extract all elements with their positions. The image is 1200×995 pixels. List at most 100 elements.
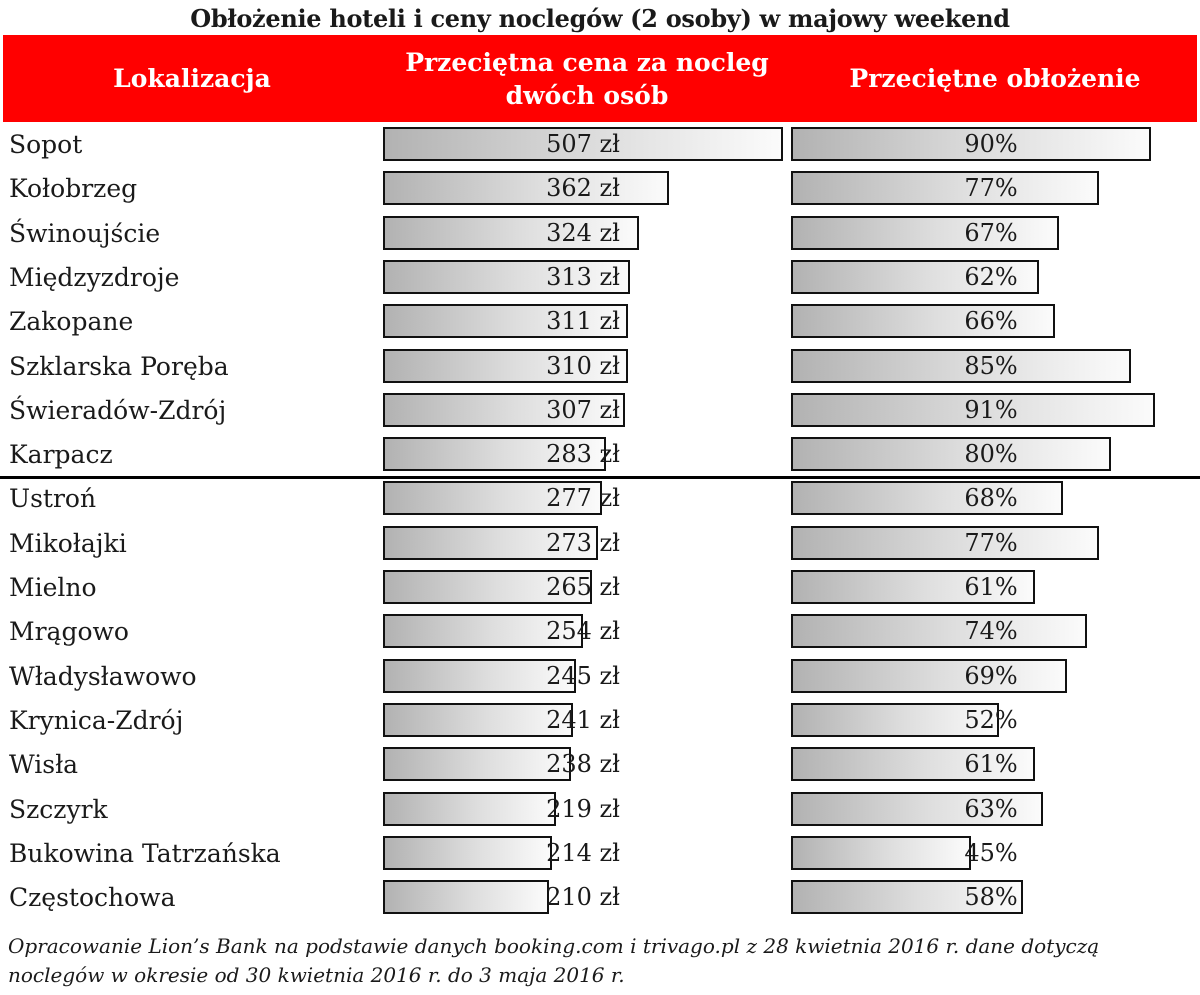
price-value: 283 zł — [546, 440, 620, 469]
location-label: Karpacz — [9, 440, 113, 470]
price-cell: 265 zł — [383, 570, 783, 604]
table-row: Karpacz 283 zł 80% — [0, 433, 1200, 477]
price-bar — [383, 702, 574, 737]
occupancy-cell: 52% — [791, 702, 1191, 737]
price-cell: 219 zł — [383, 791, 783, 826]
location-label: Wisła — [9, 750, 79, 780]
table-row: Zakopane 311 zł 66% — [0, 300, 1200, 344]
location-label: Częstochowa — [9, 883, 176, 913]
location-label: Kołobrzeg — [9, 174, 138, 204]
occupancy-bar — [791, 304, 1055, 339]
occupancy-bar — [791, 791, 1043, 826]
source-footnote: Opracowanie Lion’s Bank na podstawie dan… — [8, 934, 1100, 987]
occupancy-cell: 61% — [791, 747, 1191, 782]
table-row: Sopot 507 zł 90% — [0, 123, 1200, 167]
price-cell: 362 zł — [383, 171, 783, 206]
price-bar — [383, 437, 607, 472]
occupancy-bar — [791, 259, 1039, 294]
table-row: Szklarska Poręba 310 zł 85% — [0, 345, 1200, 389]
price-cell: 254 zł — [383, 614, 783, 649]
occupancy-cell: 85% — [791, 348, 1191, 383]
occupancy-bar — [791, 614, 1087, 649]
table-row: Mikołajki 273 zł 77% — [0, 522, 1200, 566]
price-cell: 210 zł — [383, 880, 783, 915]
price-value: 277 zł — [546, 484, 620, 513]
occupancy-value: 77% — [964, 528, 1018, 557]
group-divider — [0, 476, 1200, 479]
table-row: Wisła 238 zł 61% — [0, 743, 1200, 787]
price-bar — [383, 835, 552, 870]
occupancy-cell: 68% — [791, 481, 1191, 516]
occupancy-value: 45% — [964, 838, 1018, 867]
price-cell: 311 zł — [383, 304, 783, 339]
occupancy-cell: 74% — [791, 614, 1191, 649]
location-label: Świeradów-Zdrój — [9, 395, 227, 425]
occupancy-bar — [791, 392, 1155, 427]
location-label: Szklarska Poręba — [9, 351, 229, 381]
occupancy-bar — [791, 171, 1099, 206]
location-label: Krynica-Zdrój — [9, 705, 184, 735]
price-value: 313 zł — [546, 262, 620, 291]
table-row: Mrągowo 254 zł 74% — [0, 610, 1200, 654]
occupancy-value: 63% — [964, 794, 1018, 823]
price-bar — [383, 880, 549, 915]
occupancy-value: 68% — [964, 484, 1018, 513]
occupancy-value: 58% — [964, 883, 1018, 912]
table-row: Mielno 265 zł 61% — [0, 566, 1200, 610]
occupancy-value: 85% — [964, 351, 1018, 380]
occupancy-bar — [791, 658, 1067, 693]
occupancy-bar — [791, 880, 1023, 915]
location-label: Mikołajki — [9, 528, 127, 558]
price-bar — [383, 304, 629, 339]
location-label: Sopot — [9, 130, 83, 159]
occupancy-bar — [791, 747, 1035, 782]
column-header-occupancy: Przeciętne obłożenie — [849, 64, 1141, 93]
price-bar — [383, 570, 593, 604]
price-cell: 241 zł — [383, 702, 783, 737]
price-cell: 507 zł — [383, 127, 783, 161]
table-row: Bukowina Tatrzańska 214 zł 45% — [0, 832, 1200, 876]
price-value: 214 zł — [546, 838, 620, 867]
occupancy-cell: 62% — [791, 259, 1191, 294]
occupancy-cell: 69% — [791, 658, 1191, 693]
price-cell: 273 zł — [383, 525, 783, 560]
occupancy-cell: 58% — [791, 880, 1191, 915]
location-label: Ustroń — [9, 484, 97, 514]
price-value: 210 zł — [546, 883, 620, 912]
occupancy-bar — [791, 348, 1131, 383]
table-row: Częstochowa 210 zł 58% — [0, 876, 1200, 920]
price-value: 311 zł — [546, 307, 620, 336]
occupancy-bar — [791, 570, 1035, 604]
occupancy-cell: 66% — [791, 304, 1191, 339]
location-label: Zakopane — [9, 307, 134, 337]
price-bar — [383, 614, 584, 649]
occupancy-bar — [791, 481, 1063, 516]
occupancy-value: 67% — [964, 218, 1018, 247]
price-bar — [383, 481, 602, 516]
table-header: Lokalizacja Przeciętna cena za nocleg dw… — [3, 35, 1197, 122]
occupancy-cell: 77% — [791, 525, 1191, 560]
location-label: Szczyrk — [9, 794, 108, 824]
occupancy-bar — [791, 437, 1111, 472]
table-row: Ustroń 277 zł 68% — [0, 477, 1200, 521]
chart-title: Obłożenie hoteli i ceny noclegów (2 osob… — [190, 4, 1010, 33]
occupancy-cell: 77% — [791, 171, 1191, 206]
table-row: Szczyrk 219 zł 63% — [0, 788, 1200, 832]
occupancy-bar — [791, 835, 971, 870]
price-bar — [383, 171, 669, 206]
price-bar — [383, 658, 577, 693]
location-label: Władysławowo — [9, 661, 197, 691]
occupancy-value: 69% — [964, 661, 1018, 690]
table-row: Świnoujście 324 zł 67% — [0, 212, 1200, 256]
table-row: Międzyzdroje 313 zł 62% — [0, 256, 1200, 300]
occupancy-value: 61% — [964, 750, 1018, 779]
occupancy-cell: 90% — [791, 127, 1191, 161]
price-value: 310 zł — [546, 351, 620, 380]
price-cell: 283 zł — [383, 437, 783, 472]
price-value: 273 zł — [546, 528, 620, 557]
price-cell: 245 zł — [383, 658, 783, 693]
location-label: Bukowina Tatrzańska — [9, 838, 281, 868]
price-cell: 324 zł — [383, 215, 783, 250]
occupancy-cell: 61% — [791, 570, 1191, 604]
occupancy-value: 80% — [964, 440, 1018, 469]
